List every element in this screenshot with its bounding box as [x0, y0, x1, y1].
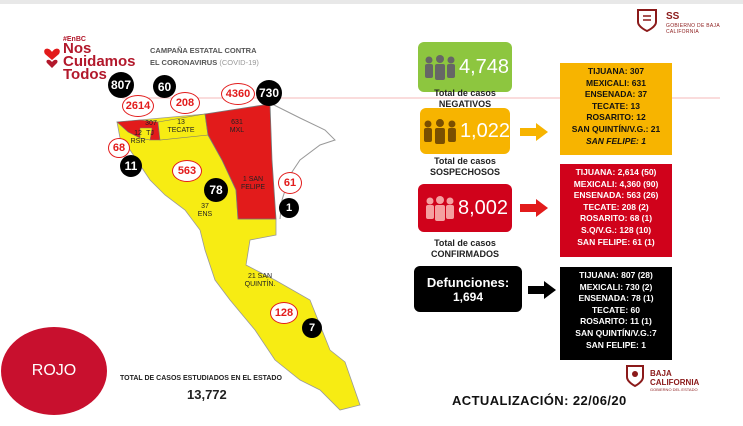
badge-ensenada-confirmed: 563: [172, 160, 202, 182]
brand-name: Nos Cuidamos Todos: [63, 40, 136, 83]
deaths-value: 1,694: [452, 289, 484, 304]
campaign-title: CAMPAÑA ESTATAL CONTRA EL CORONAVIRUS (C…: [150, 45, 300, 69]
arrow-right-icon: [528, 281, 556, 299]
list-item: TECATE: 13: [591, 100, 641, 111]
deaths-list: TIJUANA: 807 (28) MEXICALI: 730 (2) ENSE…: [560, 267, 672, 360]
negatives-panel: 4,748: [418, 42, 512, 92]
list-item: TECATE: 60: [591, 304, 641, 315]
confirmed-label: Total de casos CONFIRMADOS: [431, 238, 499, 259]
list-item: ENSENADA: 37: [584, 89, 648, 100]
people-group-icon: [424, 55, 455, 80]
top-bar: [0, 0, 743, 4]
list-item: SAN QUINTÍN/V.G.: 21: [571, 123, 661, 134]
arrow-right-icon: [520, 123, 548, 141]
deaths-label: Defunciones:: [426, 274, 510, 290]
baja-california-seal-icon: [626, 365, 644, 388]
campaign-line2: EL CORONAVIRUS (COVID-19): [150, 58, 259, 67]
suspects-value: 1,022: [459, 119, 510, 142]
map-label-san-quintin: 21 SAN QUINTÍN.: [244, 273, 276, 288]
map-label-ensenada: 37 ENS: [197, 203, 213, 218]
badge-mexicali-deaths: 730: [256, 80, 282, 106]
bc-logo-subtitle: GOBIERNO DEL ESTADO: [650, 387, 698, 392]
deaths-panel: Defunciones: 1,694: [414, 266, 522, 312]
list-item: TIJUANA: 307: [587, 66, 645, 76]
campaign-line1: CAMPAÑA ESTATAL CONTRA: [150, 46, 257, 55]
brand-hashtag: #EnBC: [63, 36, 86, 43]
list-item: MEXICALI: 4,360 (90): [573, 178, 659, 189]
suspects-label: Total de casos SOSPECHOSOS: [429, 156, 501, 177]
list-item: ROSARITO: 68 (1): [579, 213, 653, 224]
list-item: ENSENADA: 563 (26): [573, 190, 659, 201]
update-date: ACTUALIZACIÓN: 22/06/20: [452, 393, 627, 408]
list-item: TIJUANA: 807 (28): [579, 270, 653, 280]
badge-rosarito-confirmed: 68: [108, 138, 130, 158]
badge-tecate-confirmed: 208: [170, 92, 200, 114]
list-item: MEXICALI: 730 (2): [579, 281, 653, 292]
hearts-icon: [44, 48, 60, 68]
list-item: TECATE: 208 (2): [583, 201, 649, 212]
badge-san-felipe-deaths: 1: [279, 198, 299, 218]
confirmed-list: TIJUANA: 2,614 (50) MEXICALI: 4,360 (90)…: [560, 164, 672, 257]
list-item: ROSARITO: 12: [586, 112, 646, 123]
map-label-tecate: 13 TECATE: [167, 119, 195, 134]
confirmed-panel: 8,002: [418, 184, 512, 232]
badge-san-quintin-deaths: 7: [302, 318, 322, 338]
badge-tijuana-confirmed: 2614: [122, 95, 154, 117]
suspects-list: TIJUANA: 307 MEXICALI: 631 ENSENADA: 37 …: [560, 63, 672, 155]
list-item: TIJUANA: 2,614 (50): [575, 167, 657, 177]
negatives-label: Total de casos NEGATIVOS: [434, 88, 496, 109]
map-label-mexicali: 631 MXL: [229, 119, 245, 134]
badge-rosarito-deaths: 11: [120, 155, 142, 177]
arrow-right-icon: [520, 199, 548, 217]
people-group-icon: [425, 196, 454, 221]
list-item: MEXICALI: 631: [586, 77, 646, 88]
suspects-panel: 1,022: [420, 108, 510, 154]
list-item: ENSENADA: 78 (1): [578, 293, 654, 304]
list-item: SAN FELIPE: 1: [586, 135, 646, 146]
map-label-san-felipe: 1 SAN FELIPE: [240, 176, 266, 191]
map-label-rosarito: 12 RSR: [130, 130, 146, 145]
ss-title: SS: [666, 11, 680, 22]
badge-san-quintin-confirmed: 128: [270, 302, 298, 324]
list-item: SAN FELIPE: 1: [586, 339, 646, 350]
list-item: ROSARITO: 11 (1): [580, 316, 652, 327]
alert-level-badge: ROJO: [1, 327, 107, 415]
map-label-tj: TJ: [146, 130, 154, 137]
list-item: SAN FELIPE: 61 (1): [577, 236, 655, 247]
map-label-tijuana: 307: [145, 120, 157, 127]
bc-logo-title: BAJA CALIFORNIA: [650, 369, 700, 387]
confirmed-value: 8,002: [457, 196, 509, 219]
badge-tecate-deaths: 60: [153, 75, 176, 98]
badge-mexicali-confirmed: 4360: [221, 83, 255, 105]
list-item: S.Q/V.G.: 128 (10): [580, 224, 652, 235]
badge-tijuana-deaths: 807: [108, 72, 134, 98]
government-seal-icon: [637, 9, 657, 32]
total-studied-label: TOTAL DE CASOS ESTUDIADOS EN EL ESTADO: [120, 375, 282, 382]
negatives-value: 4,748: [458, 55, 510, 78]
badge-san-felipe-confirmed: 61: [278, 172, 302, 194]
people-group-icon: [423, 119, 456, 144]
list-item: SAN QUINTÍN/V.G.:7: [575, 327, 657, 338]
total-studied-value: 13,772: [187, 387, 227, 402]
badge-ensenada-deaths: 78: [204, 178, 228, 202]
ss-subtitle: GOBIERNO DE BAJA CALIFORNIA: [666, 23, 720, 35]
